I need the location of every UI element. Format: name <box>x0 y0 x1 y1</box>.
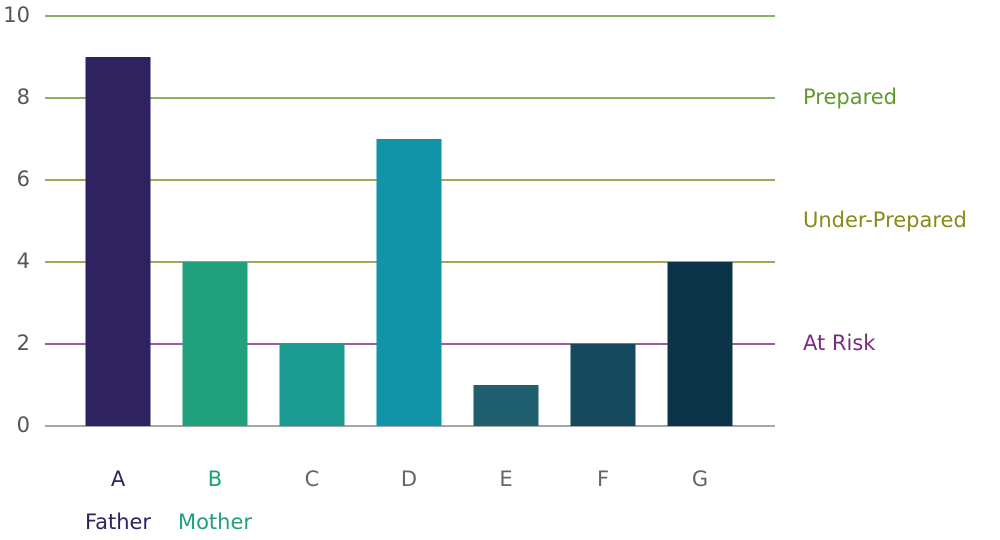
x-tick-label: E <box>499 467 512 491</box>
zone-label: Prepared <box>803 85 897 109</box>
zone-label: Under-Prepared <box>803 208 967 232</box>
x-sublabel: Mother <box>178 510 252 534</box>
y-tick-label: 8 <box>17 85 30 109</box>
x-tick-label: F <box>597 467 609 491</box>
y-tick-label: 6 <box>17 167 30 191</box>
x-tick-label: G <box>692 467 708 491</box>
bar <box>376 139 442 426</box>
bar <box>279 344 345 426</box>
y-tick-label: 0 <box>17 413 30 437</box>
bar <box>570 344 636 426</box>
x-tick-label: D <box>401 467 417 491</box>
x-tick-label: C <box>305 467 320 491</box>
y-tick-label: 10 <box>3 3 30 27</box>
y-tick-label: 4 <box>17 249 30 273</box>
bar <box>182 262 248 426</box>
y-tick-label: 2 <box>17 331 30 355</box>
zone-label: At Risk <box>803 331 876 355</box>
bar <box>85 57 151 426</box>
x-tick-label: B <box>208 467 222 491</box>
x-sublabel: Father <box>85 510 151 534</box>
bar <box>473 385 539 426</box>
bar <box>667 262 733 426</box>
x-tick-label: A <box>111 467 126 491</box>
